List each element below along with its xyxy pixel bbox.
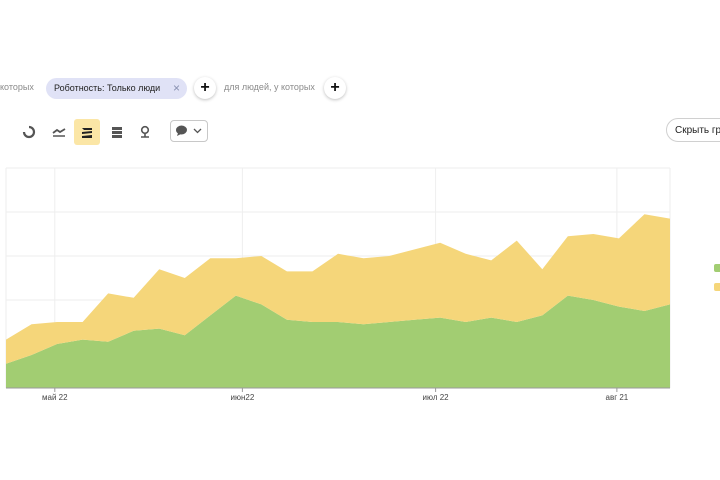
legend-marker-yellow[interactable] [714,283,720,291]
x-tick-label: июл 22 [423,393,450,402]
filter-chip-robotness[interactable]: Роботность: Только люди × [46,78,187,99]
legend-marker-green[interactable] [714,264,720,272]
x-tick-label: авг 21 [606,393,629,402]
chart-tick-labels: май 22 июн22 июл 22 авг 21 [42,388,629,402]
add-filter-button[interactable]: + [194,77,216,99]
x-tick-label: май 22 [42,393,68,402]
stacked-bar-icon [112,127,122,138]
pie-chart-button[interactable] [16,119,42,145]
stacked-area-icon [82,128,92,138]
area-series-1 [6,214,670,364]
area-series-0 [6,295,670,388]
stacked-area-button[interactable] [74,119,100,145]
stacked-bar-button[interactable] [104,119,130,145]
chevron-down-icon [193,128,202,134]
for-people-text: для людей, у которых [224,82,315,92]
stacked-area-chart: май 22 июн22 июл 22 авг 21 [5,167,671,402]
close-icon[interactable]: × [172,81,180,95]
x-tick-label: июн22 [230,393,254,402]
line-chart-icon [52,128,66,137]
speech-bubble-icon [176,125,187,136]
map-pin-icon [140,125,150,138]
pie-chart-icon [22,125,36,139]
chart-option-select[interactable] [170,120,208,142]
map-button[interactable] [132,119,158,145]
filter-row: которых Роботность: Только люди × + для … [0,77,720,101]
add-people-filter-button[interactable]: + [324,77,346,99]
filter-chip-label: Роботность: Только люди [54,83,161,93]
hide-chart-button[interactable]: Скрыть гр [666,118,720,142]
line-chart-button[interactable] [46,119,72,145]
filter-prefix-text: которых [0,82,34,92]
chart-areas [6,214,670,388]
